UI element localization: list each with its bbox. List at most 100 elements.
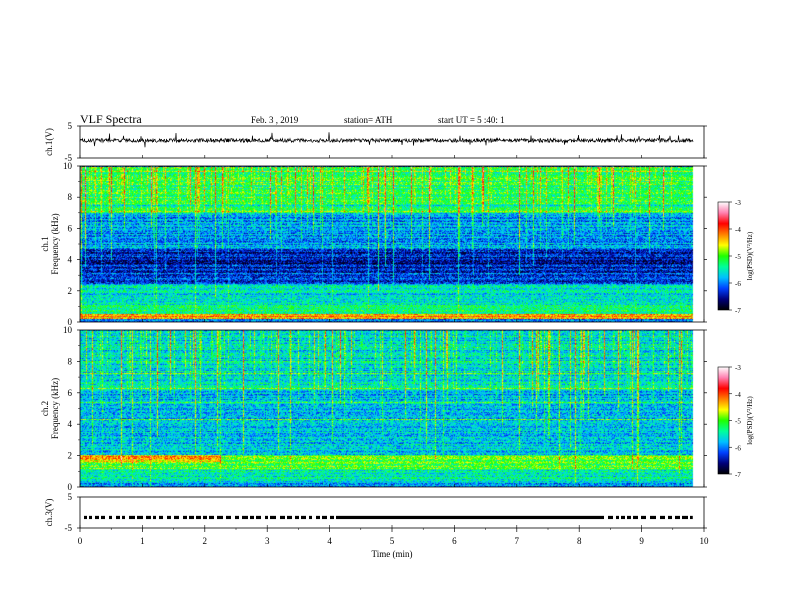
y-axis-label: ch.2 — [40, 401, 50, 416]
colorbar-label: log(PSD)(V²/Hz) — [746, 231, 754, 280]
ch3-pulse — [553, 515, 558, 520]
ch3-pulse — [316, 515, 320, 520]
x-tick-label: 5 — [390, 536, 395, 546]
spectrogram-image — [80, 330, 704, 487]
ch3-pulse — [465, 515, 471, 520]
ch3-pulse — [567, 515, 571, 520]
ch3-pulse — [153, 515, 156, 520]
ch3-pulse — [203, 515, 207, 520]
y-tick-label: 0 — [68, 317, 73, 327]
y-tick-label: 4 — [68, 255, 73, 265]
colorbar-tick-label: -3 — [735, 199, 741, 207]
ch3-pulse — [457, 515, 461, 520]
ch3-pulse — [417, 515, 423, 520]
ch3-pulse — [122, 515, 125, 520]
x-tick-label: 8 — [577, 536, 582, 546]
y-axis-label: ch.1(V) — [44, 128, 54, 156]
y-tick-label: 6 — [68, 223, 73, 233]
ch3-pulse — [265, 515, 268, 520]
ch3-pulse — [537, 515, 541, 520]
ch3-pulse — [514, 515, 518, 520]
colorbar-tick-label: -4 — [735, 391, 741, 399]
x-tick-label: 7 — [515, 536, 520, 546]
ch3-pulse — [549, 515, 553, 520]
ch3-pulse — [347, 515, 352, 520]
ch3-pulse — [183, 515, 187, 520]
ch3-pulse — [235, 515, 239, 520]
ch3-pulse — [398, 515, 401, 520]
ch1-waveform-panel: 5 -5 ch.1(V) — [44, 121, 707, 163]
ch3-pulse — [641, 515, 646, 520]
colorbar-ch2: -3 -4 -5 -6 -7 log(PSD)(V²/Hz) — [717, 364, 754, 479]
ch3-pulse — [546, 515, 549, 520]
colorbar-tick-label: -7 — [735, 307, 741, 315]
ch3-pulse — [270, 515, 276, 520]
ch1-waveform-line — [79, 132, 694, 148]
ch3-pulse — [137, 515, 143, 520]
ch3-pulse — [174, 515, 179, 520]
colorbar-tick-label: -7 — [735, 471, 741, 479]
x-tick-label: 3 — [265, 536, 270, 546]
ch3-pulse — [393, 515, 398, 520]
ch3-pulse — [668, 515, 672, 520]
ch3-pulse — [443, 515, 447, 520]
ch3-pulse — [408, 515, 411, 520]
ch3-pulse — [583, 515, 589, 520]
ch3-pulse — [480, 515, 483, 520]
ch3-pulse — [167, 515, 171, 520]
y-tick-label: 6 — [68, 388, 73, 398]
ch3-pulse — [89, 515, 92, 520]
ch3-pulse — [492, 515, 496, 520]
y-axis-label: Frequency (kHz) — [50, 378, 60, 439]
ch3-pulse — [330, 515, 334, 520]
y-tick-label: 2 — [68, 286, 73, 296]
ch3-pulse — [359, 515, 365, 520]
ch3-pulse — [601, 515, 604, 520]
x-tick-label: 6 — [452, 536, 457, 546]
ch3-pulse — [95, 515, 99, 520]
colorbar-tick-label: -5 — [735, 418, 741, 426]
y-tick-label: -5 — [65, 153, 73, 163]
x-axis: 0 1 2 3 4 5 6 7 8 9 10 Time (min) — [78, 155, 709, 559]
ch3-pulse — [405, 515, 408, 520]
ch3-pulse — [295, 515, 299, 520]
ch3-pulse — [633, 515, 638, 520]
ch3-pulse — [196, 515, 201, 520]
ch3-pulse — [423, 515, 427, 520]
ch3-pulse — [370, 515, 374, 520]
start-time-label: start UT = 5 :40: 1 — [438, 115, 505, 125]
ch3-pulse — [534, 515, 537, 520]
ch3-pulse — [461, 515, 465, 520]
ch3-waveform-panel: 5 -5 ch.3(V) — [44, 492, 707, 533]
ch3-pulse — [439, 515, 443, 520]
ch3-pulse — [541, 515, 546, 520]
ch3-pulse — [390, 515, 393, 520]
ch3-pulse — [660, 515, 665, 520]
x-tick-label: 2 — [203, 536, 208, 546]
ch3-pulse — [483, 515, 486, 520]
ch3-pulse — [301, 515, 306, 520]
y-tick-label: 0 — [68, 482, 73, 492]
ch3-pulse — [342, 515, 347, 520]
ch3-pulse — [627, 515, 631, 520]
ch3-pulse — [510, 515, 514, 520]
ch1-spectrogram-panel: 0 2 4 6 8 10 ch.1 Frequency (kHz) — [40, 161, 707, 327]
y-tick-label: 5 — [68, 121, 73, 131]
ch3-pulse — [690, 515, 693, 520]
ch3-pulse — [377, 515, 381, 520]
ch3-pulse — [374, 515, 377, 520]
ch3-pulse — [574, 515, 579, 520]
ch3-pulse — [616, 515, 619, 520]
ch3-pulse — [523, 515, 528, 520]
y-tick-label: 8 — [68, 356, 73, 366]
ch3-pulse — [597, 515, 601, 520]
colorbar-tick-label: -5 — [735, 253, 741, 261]
ch3-pulse — [505, 515, 510, 520]
ch3-pulse — [352, 515, 356, 520]
ch3-pulse — [608, 515, 613, 520]
ch3-pulse — [593, 515, 597, 520]
ch3-pulse — [475, 515, 480, 520]
ch3-pulse — [309, 515, 312, 520]
y-tick-label: 8 — [68, 192, 73, 202]
